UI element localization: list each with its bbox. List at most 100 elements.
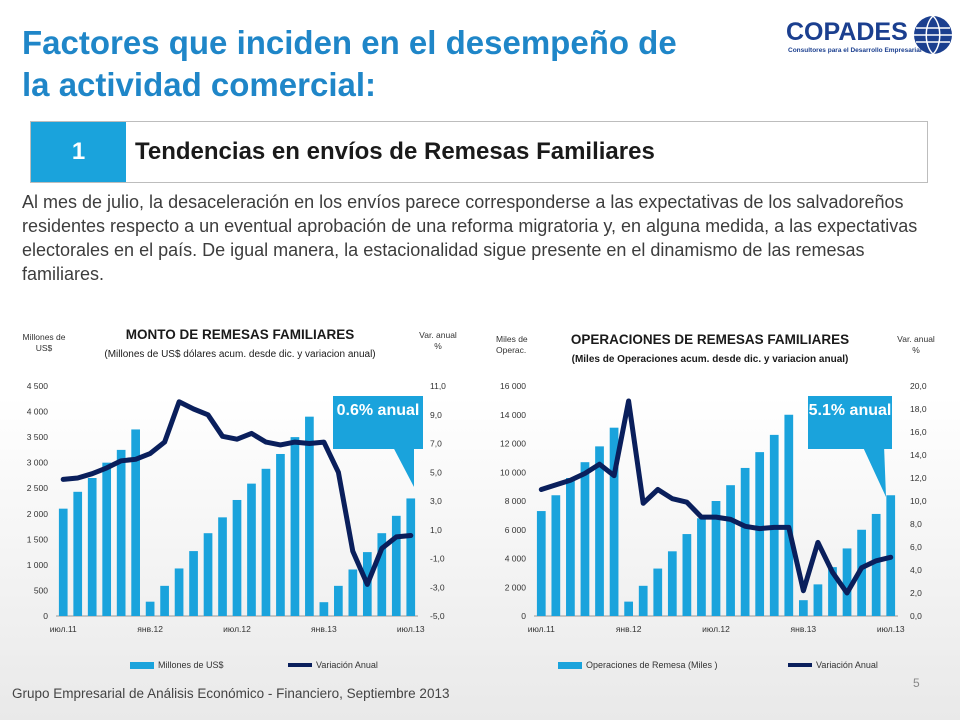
chart2-bar: [842, 548, 852, 616]
chart1-bar: [406, 498, 416, 616]
chart1-variation-line: [60, 399, 414, 587]
body-paragraph: Al mes de julio, la desaceleración en lo…: [22, 192, 918, 284]
chart1-y2-tick-label: 3,0: [430, 496, 442, 506]
logo-subtitle: Consultores para el Desarrollo Empresari…: [788, 47, 922, 54]
chart1-bar: [319, 602, 329, 616]
chart1-y2-tick-label: -3,0: [430, 582, 445, 592]
chart1-bar: [391, 515, 401, 616]
chart2-bar: [551, 495, 561, 616]
chart2-legend-line: Variación Anual: [788, 660, 878, 670]
chart2-y2-tick-label: 20,0: [910, 381, 927, 391]
chart1-legend-line: Variación Anual: [288, 660, 378, 670]
chart1-bar: [58, 508, 68, 616]
chart2-bar: [726, 485, 735, 616]
chart1-x-tick-label: янв.13: [311, 624, 337, 634]
chart2-callout-pointer: [862, 445, 886, 497]
chart1-bar: [102, 462, 112, 616]
chart2-y-tick-label: 0: [521, 611, 526, 621]
chart2-x-tick-label: янв.12: [616, 624, 642, 634]
chart1-y2-tick-label: -5,0: [430, 611, 445, 621]
page-number: 5: [913, 676, 920, 690]
chart1-bar: [348, 569, 358, 616]
chart2-title: OPERACIONES DE REMESAS FAMILIARES: [570, 332, 850, 347]
chart2-y2-tick-label: 0,0: [910, 611, 922, 621]
chart2-bar: [857, 529, 866, 616]
chart2-y2-tick-label: 12,0: [910, 473, 927, 483]
chart1-y-tick-label: 4 500: [27, 381, 49, 391]
chart2-y-axis-title: Miles de Operac.: [496, 334, 528, 355]
chart1-bar: [73, 491, 83, 616]
chart1-legend-bars-label: Millones de US$: [158, 660, 224, 670]
chart1-bar: [87, 478, 97, 616]
copades-logo: COPADES Consultores para el Desarrollo E…: [786, 14, 956, 74]
chart1-y-tick-label: 1 500: [27, 534, 49, 544]
chart1-bar: [203, 533, 213, 616]
chart2-bar: [784, 414, 794, 616]
chart1-y-tick-label: 0: [43, 611, 48, 621]
chart1-y-tick-label: 2 500: [27, 483, 49, 493]
chart1-x-tick-label: июл.11: [50, 624, 77, 634]
slide-title-line1: Factores que inciden en el desempeño de: [22, 24, 677, 61]
chart2-bar: [667, 551, 677, 616]
chart2-bar: [828, 567, 837, 616]
chart2-subtitle: (Miles de Operaciones acum. desde dic. y…: [571, 354, 849, 365]
chart2-x-tick-label: янв.13: [791, 624, 817, 634]
chart2-y2-axis-title: Var. anual %: [897, 334, 935, 355]
chart2-bar: [638, 585, 648, 616]
chart1-subtitle: (Millones de US$ dólares acum. desde dic…: [104, 349, 376, 360]
chart2-legend-bars: Operaciones de Remesa (Miles ): [558, 660, 718, 670]
chart2-y-tick-label: 10 000: [500, 467, 526, 477]
chart2-bar: [624, 601, 634, 616]
slide-title-line2: la actividad comercial:: [22, 66, 376, 103]
chart2-y-tick-label: 6 000: [505, 525, 527, 535]
chart2-y2-tick-label: 14,0: [910, 450, 927, 460]
chart2-legend-bars-label: Operaciones de Remesa (Miles ): [586, 660, 718, 670]
chart2-callout: 5.1% anual: [808, 396, 892, 449]
chart2-y2-tick-label: 10,0: [910, 496, 927, 506]
chart2-y2-tick-label: 6,0: [910, 542, 922, 552]
chart2-y2-tick-label: 2,0: [910, 588, 922, 598]
chart1-y-tick-label: 3 000: [27, 458, 49, 468]
chart2-y2-tick-label: 16,0: [910, 427, 927, 437]
chart1-bar: [377, 533, 387, 616]
chart2-bar: [536, 511, 546, 616]
chart2-x-tick-label: июл.12: [702, 624, 730, 634]
chart1-bar: [218, 517, 227, 616]
chart1-bar: [232, 499, 242, 616]
section-number: 1: [31, 122, 126, 182]
legend-bar-swatch: [558, 661, 582, 669]
chart1-bar: [290, 437, 300, 616]
footer-text: Grupo Empresarial de Análisis Económico …: [12, 686, 450, 701]
chart2-y-tick-label: 2 000: [505, 582, 527, 592]
chart1-bar: [247, 483, 256, 616]
chart1-callout: 0.6% anual: [333, 396, 423, 449]
chart1-x-tick-label: июл.12: [223, 624, 251, 634]
chart2-y2-tick-label: 18,0: [910, 404, 927, 414]
chart1-bar: [276, 453, 285, 616]
chart1-x-tick-label: июл.13: [397, 624, 425, 634]
legend-line-swatch: [788, 663, 812, 667]
chart1-bar: [334, 585, 343, 616]
chart1-y-tick-label: 500: [34, 585, 48, 595]
chart2-bar: [653, 568, 663, 616]
chart1-legend-bars: Millones de US$: [130, 660, 224, 670]
chart2-y2-tick-label: 4,0: [910, 565, 922, 575]
chart2-x-tick-label: июл.13: [877, 624, 905, 634]
chart1-y2-tick-label: 1,0: [430, 525, 442, 535]
chart2-bar: [682, 534, 692, 616]
chart2-bar: [595, 446, 604, 616]
chart1-y2-tick-label: -1,0: [430, 554, 445, 564]
chart1-y2-tick-label: 7,0: [430, 439, 442, 449]
chart2-bar: [798, 600, 808, 616]
chart1-bar: [160, 585, 169, 616]
chart1-y2-tick-label: 5,0: [430, 467, 442, 477]
section-heading: Tendencias en envíos de Remesas Familiar…: [135, 138, 655, 165]
chart1-bar: [305, 416, 314, 616]
chart-monto-remesas: 0 500 1 000 1 500 2 000 2 500 3 000 3 500 4 000 4…: [27, 381, 446, 634]
chart2-y-tick-label: 4 000: [505, 554, 527, 564]
logo-name: COPADES: [786, 18, 908, 46]
chart-operaciones-remesas: 0 2 000 4 000 6 000 8 000 10 000 12 000 14 000 1…: [500, 381, 927, 634]
slide-title: Factores que inciden en el desempeño de …: [22, 22, 782, 106]
legend-line-swatch: [288, 663, 312, 667]
chart2-variation-line: [538, 398, 894, 596]
